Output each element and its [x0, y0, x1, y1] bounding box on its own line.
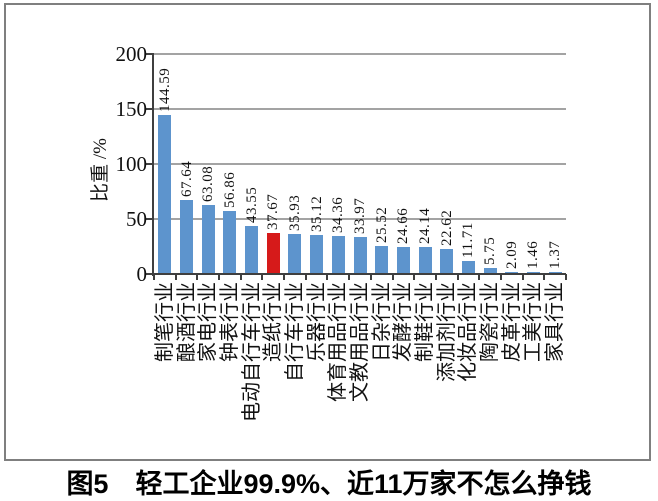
bar-value-label: 37.67 [265, 193, 282, 230]
x-axis-label: 体育用品行业 [327, 282, 350, 402]
x-tick [499, 274, 502, 280]
y-tick-label: 0 [136, 262, 148, 286]
x-axis-label: 工美行业 [522, 282, 545, 362]
x-axis-label: 添加剂行业 [435, 282, 458, 382]
bar-value-label: 25.52 [373, 206, 390, 243]
bar [288, 234, 302, 274]
x-tick [478, 274, 481, 280]
y-tick [146, 273, 154, 275]
x-tick [565, 274, 567, 280]
y-axis-line [152, 54, 154, 276]
x-axis-label: 家电行业 [197, 282, 220, 362]
bar-value-label: 22.62 [438, 209, 455, 247]
bar-value-label: 1.37 [547, 241, 564, 270]
bar [375, 245, 389, 274]
x-tick [174, 274, 177, 280]
x-tick [283, 274, 286, 280]
x-axis-label: 酿酒行业 [175, 282, 198, 362]
x-axis-label: 自行车行业 [283, 282, 306, 382]
x-tick [304, 274, 307, 280]
bar-highlighted [266, 232, 280, 274]
x-tick [326, 274, 329, 280]
chart-frame [4, 3, 651, 461]
bar-value-label: 35.93 [286, 195, 303, 232]
bar-value-label: 34.36 [330, 196, 347, 234]
gridline [154, 163, 566, 165]
x-tick [348, 274, 351, 280]
bar [461, 261, 475, 274]
x-axis-label: 电动自行车行业 [240, 282, 263, 422]
x-axis-label: 制鞋行业 [414, 282, 437, 362]
bar [483, 267, 497, 274]
bar [310, 235, 324, 274]
bar [158, 114, 172, 274]
x-axis-label: 皮革行业 [500, 282, 523, 362]
bar [331, 236, 345, 274]
bar-value-label: 11.71 [460, 222, 477, 259]
y-tick-label: 100 [115, 152, 148, 176]
bar [505, 271, 519, 274]
x-tick [413, 274, 416, 280]
bar [440, 249, 454, 274]
x-tick [153, 274, 155, 280]
bar-value-label: 56.86 [221, 172, 238, 209]
gridline [154, 218, 566, 220]
bar [180, 199, 194, 274]
bar [223, 211, 237, 274]
x-tick [391, 274, 394, 280]
bar-value-label: 35.12 [308, 196, 325, 233]
bar-value-label: 1.46 [525, 241, 542, 270]
x-tick [521, 274, 524, 280]
x-tick [218, 274, 221, 280]
x-tick [261, 274, 264, 280]
y-tick [146, 218, 154, 220]
y-tick [146, 163, 154, 165]
bar [418, 247, 432, 274]
bar-value-label: 24.66 [395, 207, 412, 244]
bar [245, 226, 259, 274]
bar-value-label: 24.14 [417, 208, 434, 245]
y-tick-label: 150 [115, 97, 148, 121]
bar-value-label: 5.75 [482, 236, 499, 265]
x-tick [434, 274, 437, 280]
x-tick [456, 274, 459, 280]
x-axis-label: 乐器行业 [305, 282, 328, 362]
y-tick-label: 50 [126, 207, 147, 231]
bar-value-label: 2.09 [503, 240, 520, 269]
bar-value-label: 144.59 [156, 67, 173, 112]
bar-value-label: 63.08 [200, 165, 217, 202]
x-axis-label: 发酵行业 [392, 282, 415, 362]
bar-value-label: 67.64 [178, 160, 195, 197]
bar-value-label: 33.97 [352, 197, 368, 234]
x-tick [543, 274, 546, 280]
y-tick [146, 108, 154, 110]
x-axis-label: 家具行业 [544, 282, 567, 362]
x-tick [196, 274, 199, 280]
x-axis-line [152, 273, 566, 275]
gridline [154, 53, 566, 55]
x-axis-label: 钟表行业 [218, 282, 241, 362]
x-tick [239, 274, 242, 280]
x-axis-label: 文教用品行业 [349, 282, 371, 402]
gridline [154, 108, 566, 110]
bar-value-label: 43.55 [243, 186, 260, 224]
x-axis-label: 日杂行业 [370, 282, 393, 362]
bar [353, 236, 367, 274]
x-axis-label: 化妆品行业 [457, 282, 480, 382]
x-axis-label: 制笔行业 [153, 282, 176, 362]
bar [201, 204, 215, 274]
x-tick [369, 274, 372, 280]
x-axis-label: 陶瓷行业 [479, 282, 502, 362]
x-axis-label: 造纸行业 [262, 282, 285, 362]
y-tick-label: 200 [115, 42, 148, 66]
y-tick [146, 53, 154, 55]
figure-caption: 图5 轻工企业99.9%、近11万家不怎么挣钱 [66, 469, 592, 499]
bar [396, 246, 410, 274]
